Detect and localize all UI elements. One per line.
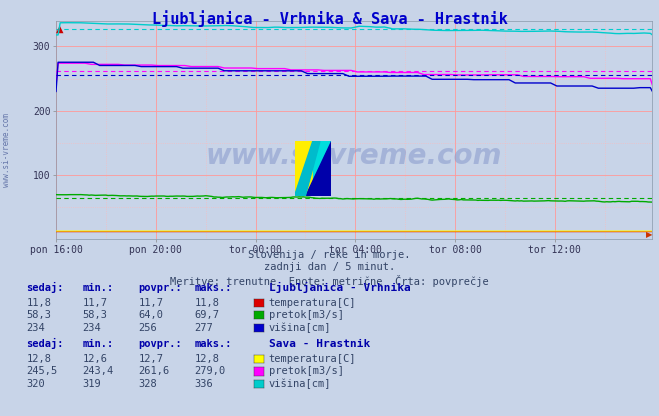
Text: 320: 320 [26, 379, 45, 389]
Text: 234: 234 [26, 323, 45, 333]
Text: 11,7: 11,7 [82, 298, 107, 308]
Text: 256: 256 [138, 323, 157, 333]
Text: temperatura[C]: temperatura[C] [269, 354, 357, 364]
Polygon shape [295, 141, 312, 196]
Text: temperatura[C]: temperatura[C] [269, 298, 357, 308]
Polygon shape [305, 141, 331, 196]
Text: 277: 277 [194, 323, 213, 333]
Text: 319: 319 [82, 379, 101, 389]
Text: 12,7: 12,7 [138, 354, 163, 364]
Text: 234: 234 [82, 323, 101, 333]
Text: 279,0: 279,0 [194, 366, 225, 376]
Text: pretok[m3/s]: pretok[m3/s] [269, 366, 344, 376]
Text: 64,0: 64,0 [138, 310, 163, 320]
Text: 69,7: 69,7 [194, 310, 219, 320]
Text: 11,8: 11,8 [26, 298, 51, 308]
Text: 58,3: 58,3 [26, 310, 51, 320]
Text: 58,3: 58,3 [82, 310, 107, 320]
Text: ▶: ▶ [646, 230, 652, 239]
Text: min.:: min.: [82, 283, 113, 293]
Text: Ljubljanica - Vrhnika: Ljubljanica - Vrhnika [269, 282, 411, 293]
Text: www.si-vreme.com: www.si-vreme.com [206, 142, 502, 170]
Text: ▲: ▲ [56, 24, 63, 34]
Text: 11,7: 11,7 [138, 298, 163, 308]
Text: Slovenija / reke in morje.: Slovenija / reke in morje. [248, 250, 411, 260]
Text: 12,6: 12,6 [82, 354, 107, 364]
Text: maks.:: maks.: [194, 283, 232, 293]
Text: Sava - Hrastnik: Sava - Hrastnik [269, 339, 370, 349]
Text: www.si-vreme.com: www.si-vreme.com [2, 113, 11, 187]
Text: povpr.:: povpr.: [138, 283, 182, 293]
Text: 245,5: 245,5 [26, 366, 57, 376]
Text: Meritve: trenutne  Enote: metrične  Črta: povprečje: Meritve: trenutne Enote: metrične Črta: … [170, 275, 489, 287]
Polygon shape [295, 141, 320, 196]
Text: maks.:: maks.: [194, 339, 232, 349]
Text: povpr.:: povpr.: [138, 339, 182, 349]
Text: 243,4: 243,4 [82, 366, 113, 376]
Text: zadnji dan / 5 minut.: zadnji dan / 5 minut. [264, 262, 395, 272]
Text: pretok[m3/s]: pretok[m3/s] [269, 310, 344, 320]
Text: 12,8: 12,8 [26, 354, 51, 364]
Text: sedaj:: sedaj: [26, 338, 64, 349]
Text: Ljubljanica - Vrhnika & Sava - Hrastnik: Ljubljanica - Vrhnika & Sava - Hrastnik [152, 10, 507, 27]
Text: min.:: min.: [82, 339, 113, 349]
Polygon shape [312, 141, 331, 196]
Text: sedaj:: sedaj: [26, 282, 64, 293]
Text: 11,8: 11,8 [194, 298, 219, 308]
Text: 12,8: 12,8 [194, 354, 219, 364]
Text: 336: 336 [194, 379, 213, 389]
Text: višina[cm]: višina[cm] [269, 379, 331, 389]
Text: 328: 328 [138, 379, 157, 389]
Text: 261,6: 261,6 [138, 366, 169, 376]
Text: višina[cm]: višina[cm] [269, 322, 331, 333]
